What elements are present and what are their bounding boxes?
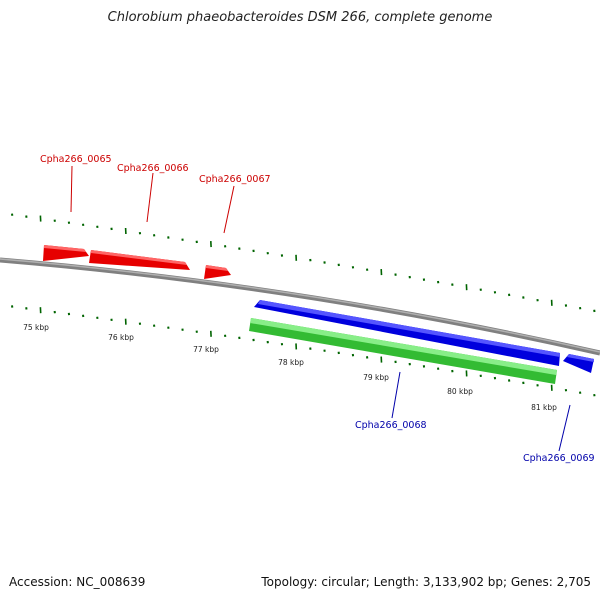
scale-label: 80 kbp <box>447 387 473 396</box>
gene-label-cpha266-0068[interactable]: Cpha266_0068 <box>355 420 427 431</box>
scale-label: 81 kbp <box>531 403 557 412</box>
gene-cpha266-0067[interactable] <box>204 265 231 279</box>
genome-backbone-highlight <box>0 258 600 353</box>
reverse-tick-track <box>11 305 596 397</box>
gene-cpha266-0068[interactable] <box>254 300 560 366</box>
gene-label-cpha266-0067[interactable]: Cpha266_0067 <box>199 174 271 185</box>
gene-cpha266-0066[interactable] <box>89 250 190 270</box>
scale-label: 75 kbp <box>23 323 49 332</box>
gene-leader-lines <box>70 165 571 452</box>
genome-backbone <box>0 257 600 356</box>
scale-label: 79 kbp <box>363 373 389 382</box>
forward-tick-track <box>11 213 596 313</box>
scale-labels: 75 kbp 76 kbp 77 kbp 78 kbp 79 kbp 80 kbp 81 k… <box>23 323 557 412</box>
feature-track-bar <box>249 318 557 384</box>
gene-label-cpha266-0069[interactable]: Cpha266_0069 <box>523 453 595 464</box>
gene-cpha266-0065[interactable] <box>43 245 89 261</box>
accession-text: Accession: NC_008639 <box>9 575 146 589</box>
scale-label: 78 kbp <box>278 358 304 367</box>
gene-cpha266-0069[interactable] <box>563 354 594 373</box>
scale-label: 76 kbp <box>108 333 134 342</box>
genome-summary-text: Topology: circular; Length: 3,133,902 bp… <box>261 575 591 589</box>
gene-label-cpha266-0065[interactable]: Cpha266_0065 <box>40 154 112 165</box>
gene-label-cpha266-0066[interactable]: Cpha266_0066 <box>117 163 189 174</box>
scale-label: 77 kbp <box>193 345 219 354</box>
map-title: Chlorobium phaeobacteroides DSM 266, com… <box>107 10 493 25</box>
